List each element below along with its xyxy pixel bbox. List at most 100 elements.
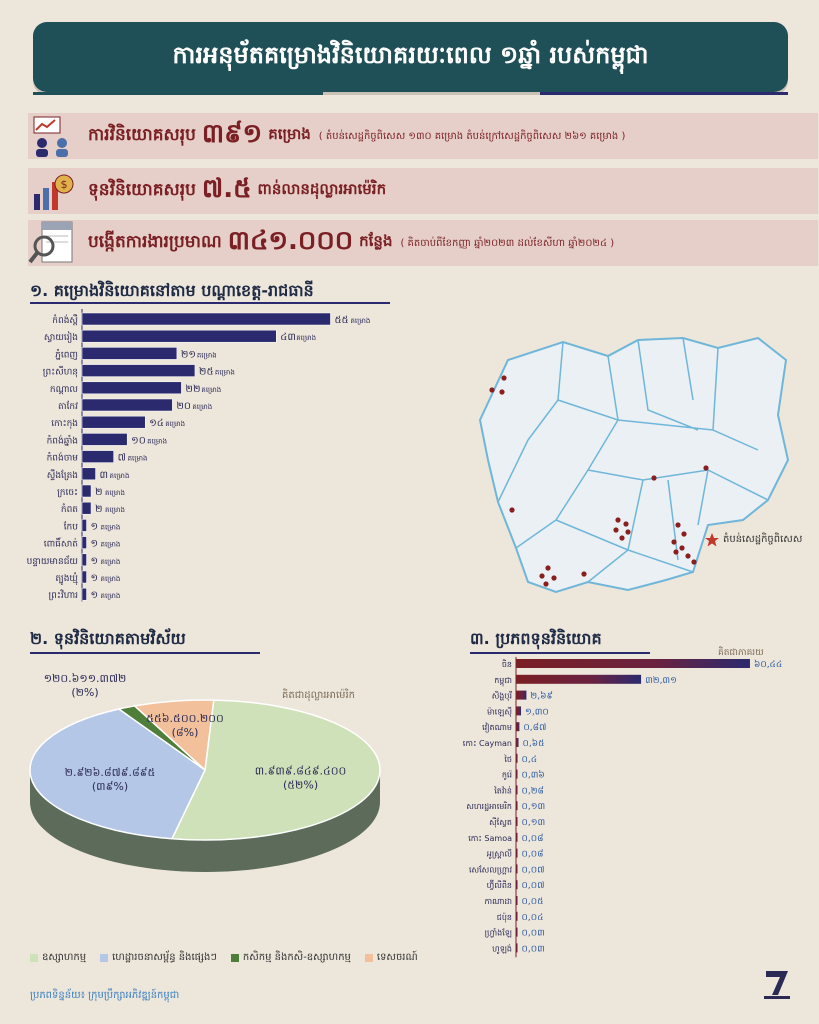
bar: [516, 896, 518, 905]
value-label: ០,០៣: [522, 944, 545, 954]
unit-label: គម្រោង: [350, 317, 370, 325]
value-label: ៧: [118, 453, 126, 464]
bar: [516, 690, 527, 700]
sez-dot: [673, 549, 679, 555]
value-label: ០,៣៦: [522, 770, 545, 781]
category-label: កូរ៉េ: [502, 770, 513, 781]
kpi-unit: គម្រោង: [268, 125, 311, 143]
bar: [516, 722, 520, 732]
legend-item: ហេដ្ឋារចនាសម្ព័ន្ធ និងផ្សេងៗ: [100, 950, 217, 965]
sez-dot: [623, 521, 629, 527]
bar: [81, 433, 128, 446]
pie-unit-note: គិតជាដុល្លារអាម៉េរិក: [282, 690, 355, 701]
slice-percent-label: (៨%): [172, 726, 199, 739]
category-label: ស្ទឹងត្រែង: [47, 469, 78, 481]
publisher-logo: [762, 965, 792, 1001]
kpi-label: បង្កើតការងារប្រមាណ: [88, 231, 222, 252]
bar: [81, 415, 146, 429]
unit-label: គម្រោង: [147, 437, 167, 445]
sez-dot: [545, 565, 551, 571]
unit-label: គម្រោង: [105, 489, 125, 497]
bar: [516, 832, 518, 842]
bar: [81, 381, 182, 395]
kpi-unit: កន្លែង: [359, 232, 393, 250]
bar: [81, 347, 178, 360]
bar: [516, 659, 750, 668]
kpi-total-projects: ការវិនិយោគសរុប ៣៩១ គម្រោង ( តំបន់សេដ្ឋកិ…: [28, 113, 818, 159]
unit-label: គម្រោង: [215, 369, 235, 377]
category-label: ម៉ាឡេស៊ី: [487, 706, 512, 717]
slice-value-label: ៥៥៦.៥០០.២០០: [146, 712, 224, 725]
value-label: ១: [91, 521, 99, 532]
value-label: ០,៨៧: [523, 722, 546, 733]
bar: [516, 848, 518, 858]
legend-label: ឧស្សាហកម្ម: [42, 952, 87, 963]
job-search-icon: [28, 220, 78, 266]
bar: [81, 364, 196, 377]
legend-label: កសិកម្ម និងកសិ-ឧស្សាហកម្ម: [242, 952, 351, 963]
category-label: បន្ទាយមានជ័យ: [27, 555, 79, 567]
sez-dot: [671, 539, 677, 545]
legend-swatch: [364, 953, 373, 962]
province-borders: [497, 337, 769, 583]
legend-swatch: [100, 953, 109, 962]
bar: [81, 501, 92, 515]
value-label: ២,៦៩: [530, 691, 552, 702]
value-label: ១: [91, 573, 99, 584]
value-label: ២៥: [199, 367, 214, 378]
pie-slice: [133, 699, 215, 772]
bar: [516, 817, 518, 826]
kpi-note: ( គិតចាប់ពីខែកញ្ញា ឆ្នាំ២០២៣ ដល់ខែសីហា ឆ…: [400, 237, 615, 249]
bar: [81, 484, 92, 498]
sector-pie-chart: ៣.៩៣៩.៨៤៩.៤០០(៥២%) ២.៩២៦.៨៧៩.៨៩៥(៣៩%) ១២០.…: [29, 672, 381, 872]
unit-label: គម្រោង: [192, 403, 212, 411]
category-label: កោះ Cayman: [463, 739, 512, 748]
kpi-unit: ពាន់លានដុល្លារអាម៉េរិក: [257, 180, 387, 198]
sez-dot: [691, 559, 697, 565]
slice-value-label: ១២០.៦១១.៣៧២: [44, 672, 127, 685]
value-label: ១: [91, 590, 99, 601]
bar: [81, 587, 87, 601]
sez-dot: [543, 581, 549, 587]
value-label: ៣២,៣១: [645, 676, 677, 686]
unit-label: គម្រោង: [101, 575, 121, 583]
value-label: ០,០៥: [522, 897, 544, 907]
category-label: តៃវ៉ាន់: [493, 785, 512, 795]
legend-item: ឧស្សាហកម្ម: [30, 950, 86, 965]
value-label: ០,០៧: [522, 881, 545, 891]
bar: [81, 329, 277, 343]
section-title-provinces: ១. គម្រោងវិនិយោគនៅតាម បណ្តាខេត្ត-រាជធានី: [30, 280, 314, 304]
category-label: ចិន: [502, 659, 512, 669]
kpi-label: ទុនវិនិយោគសរុប: [88, 179, 196, 200]
category-label: វៀតណាម: [482, 722, 512, 733]
slice-percent-label: (៣៩%): [92, 780, 128, 793]
category-label: កាណាដា: [484, 897, 512, 906]
investment-chart-icon: [28, 113, 78, 159]
value-label: ០,០៨: [522, 849, 544, 860]
value-label: ២២: [185, 384, 200, 395]
bar: [516, 753, 518, 763]
sez-dot: [703, 465, 709, 471]
sez-star-icon: [705, 532, 719, 546]
bar: [81, 312, 331, 326]
category-label: ភ្នំពេញ: [55, 348, 78, 360]
category-label: ហ្វ៊ីលីពីន: [487, 879, 512, 890]
sez-dot: [613, 527, 619, 533]
value-label: ១០: [131, 435, 146, 446]
map-legend: តំបន់សេដ្ឋកិច្ចពិសេស: [705, 532, 802, 547]
slice-percent-label: (៥២%): [283, 779, 318, 792]
value-label: ០,០៣: [522, 929, 545, 939]
pie-slice: [170, 699, 381, 841]
bar: [516, 738, 519, 747]
kpi-value: ៧.៥: [201, 174, 252, 204]
sources-unit-note: គិតជាភាគរយ: [718, 648, 764, 658]
category-label: ព្រះសីហនុ: [43, 366, 78, 378]
category-label: អូស្ត្រាលី: [487, 849, 513, 860]
slice-percent-label: (២%): [71, 686, 98, 699]
kpi-jobs-created: បង្កើតការងារប្រមាណ ៣៤១.០០០ កន្លែង ( គិតច…: [28, 220, 818, 266]
cambodia-map: [478, 336, 790, 594]
category-label: ព្រះវិហារ: [49, 589, 79, 601]
cambodia-outline: [478, 336, 790, 594]
value-label: ០,៤: [522, 755, 538, 765]
legend-item: ទេសចរណ៍: [364, 950, 418, 965]
